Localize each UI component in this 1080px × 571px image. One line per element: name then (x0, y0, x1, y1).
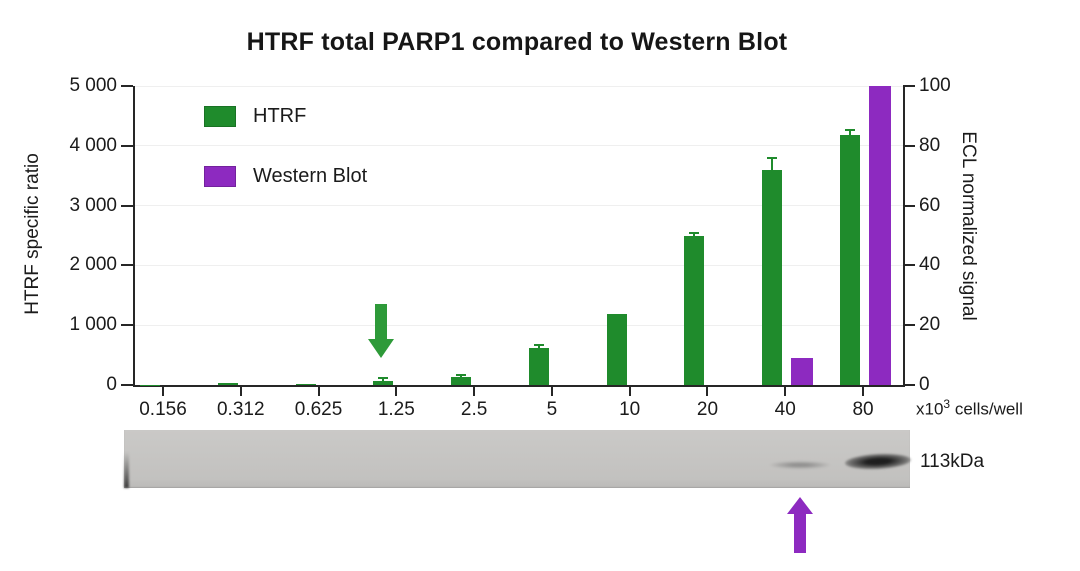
error-bar-cap (378, 377, 389, 380)
left-axis-tick-label: 4 000 (69, 134, 117, 156)
purple-up-arrow-icon (787, 497, 814, 553)
error-bar-cap (533, 343, 544, 346)
legend-item-htrf: HTRF (204, 105, 306, 128)
right-axis-tick (903, 384, 915, 386)
x-axis-tick-label: 0.625 (294, 399, 343, 420)
molecular-weight-label: 113kDa (920, 451, 985, 472)
gridline (135, 264, 903, 266)
bar-htrf-10 (606, 313, 627, 385)
bar-htrf-20 (684, 236, 705, 385)
western-blot-legend-swatch (204, 166, 236, 187)
x-axis-tick-label: 40 (774, 399, 796, 420)
bar-htrf-5 (528, 347, 549, 385)
gridline (135, 145, 903, 147)
error-bar-cap (456, 374, 467, 377)
right-axis-tick-label: 40 (919, 254, 941, 276)
x-axis-tick (239, 387, 242, 396)
x-axis-tick-label: 0.156 (139, 399, 187, 420)
x-axis-tick-label: 1.25 (377, 399, 415, 420)
htrf-legend-swatch (204, 106, 236, 127)
bar-western-blot-40 (791, 358, 814, 385)
western-blot-image (124, 430, 912, 488)
left-axis-title: HTRF specific ratio (22, 153, 43, 315)
x-axis-tick-label: 80 (852, 399, 874, 420)
left-axis-tick-label: 2 000 (69, 254, 117, 276)
right-axis-tick (903, 264, 915, 267)
gridline (135, 85, 903, 87)
bar-htrf-80 (840, 135, 861, 385)
error-bar-cap (845, 128, 856, 131)
left-axis-tick-label: 1 000 (69, 314, 117, 336)
right-axis-tick-label: 60 (919, 194, 941, 216)
x-axis-tick (784, 387, 787, 396)
bar-htrf-40 (762, 169, 783, 385)
legend-item-western-blot: Western Blot (204, 165, 367, 188)
left-axis-tick (121, 85, 133, 87)
x-axis-tick-label: 10 (619, 399, 641, 420)
left-axis-tick (121, 264, 133, 267)
blot-band-40 (770, 461, 831, 469)
x-axis-tick (706, 387, 709, 396)
error-bar (771, 158, 774, 170)
bar-htrf-1.25 (373, 380, 394, 385)
right-axis-tick (903, 85, 915, 87)
left-axis-tick (121, 144, 133, 147)
error-bar (537, 344, 540, 348)
left-axis-tick (121, 384, 133, 386)
x-axis-tick-label: 2.5 (460, 399, 488, 420)
error-bar (693, 232, 696, 237)
x-axis-tick (862, 387, 865, 396)
bar-htrf-0.625 (295, 384, 316, 385)
error-bar-cap (689, 231, 700, 234)
western-blot-legend-label: Western Blot (253, 165, 368, 187)
x-axis-tick (395, 387, 398, 396)
x-axis-tick-label: 5 (546, 399, 558, 420)
gridline (135, 205, 903, 207)
x-axis-tick-label: 20 (696, 399, 719, 420)
bar-western-blot-80 (869, 86, 892, 385)
gridline (135, 324, 903, 326)
right-axis-tick (903, 144, 915, 147)
blot-edge-smudge (124, 452, 129, 488)
bar-htrf-0.312 (217, 383, 238, 385)
right-axis-tick-label: 80 (919, 134, 941, 156)
left-axis-tick-label: 3 000 (69, 194, 117, 216)
blot-band-80 (844, 452, 912, 471)
right-axis-tick (903, 324, 915, 327)
right-axis-title: ECL normalized signal (958, 131, 979, 321)
right-axis-tick-label: 0 (919, 374, 930, 395)
plot-area (133, 85, 905, 387)
htrf-legend-label: HTRF (253, 105, 307, 127)
bar-htrf-2.5 (451, 376, 472, 385)
left-axis-tick (121, 324, 133, 327)
x-axis-tick (473, 387, 476, 396)
x-axis-tick (162, 387, 164, 396)
x-axis-tick (550, 387, 553, 396)
x-axis-tick-label: 0.312 (216, 399, 265, 420)
right-axis-tick (903, 204, 915, 207)
error-bar (849, 129, 852, 136)
x-axis-unit-label: x103 cells/well (916, 397, 1023, 419)
error-bar-cap (767, 157, 778, 160)
error-bar (382, 378, 385, 381)
chart-title: HTRF total PARP1 compared to Western Blo… (246, 28, 788, 56)
left-axis-tick-label: 5 000 (69, 75, 117, 96)
left-axis-tick (121, 204, 133, 207)
left-axis-tick-label: 0 (106, 374, 117, 395)
right-axis-tick-label: 100 (919, 75, 951, 96)
x-axis-tick (317, 387, 320, 396)
x-axis-tick (628, 387, 631, 396)
green-down-arrow-icon (368, 304, 395, 358)
right-axis-tick-label: 20 (919, 314, 941, 336)
